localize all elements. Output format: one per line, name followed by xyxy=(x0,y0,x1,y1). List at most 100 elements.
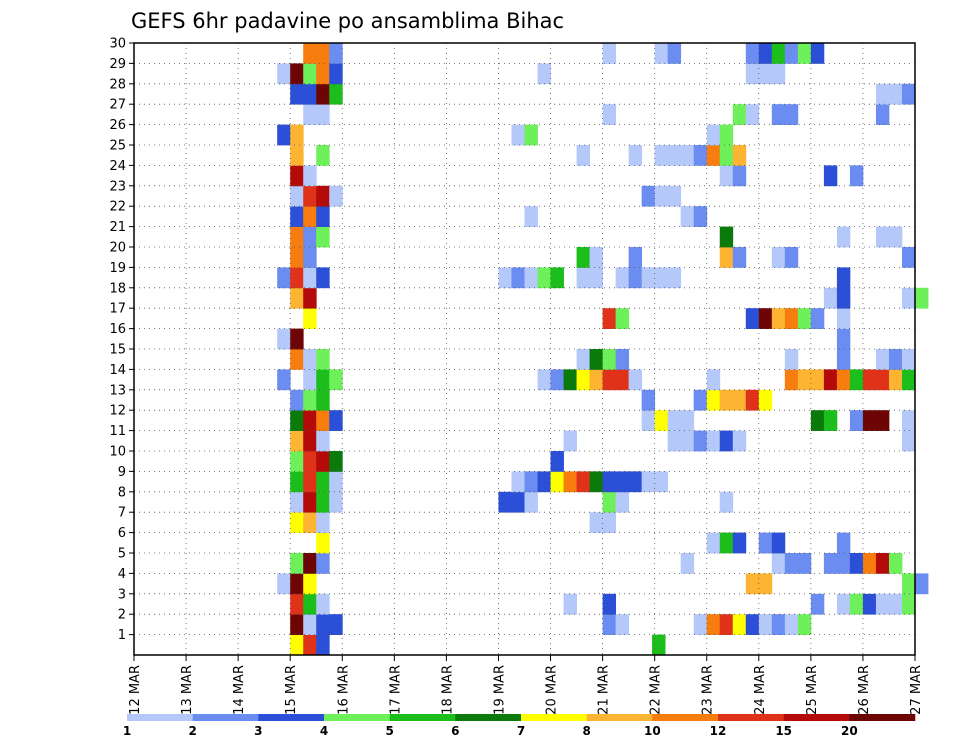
heatmap-cell xyxy=(719,165,734,187)
heatmap-cell xyxy=(875,226,890,248)
legend-swatch xyxy=(783,714,850,721)
heatmap-cell xyxy=(329,43,343,64)
heatmap-cell xyxy=(784,43,799,64)
heatmap-cell xyxy=(329,614,343,635)
heatmap-cell xyxy=(290,247,304,268)
heatmap-cell xyxy=(290,63,304,85)
heatmap-cell xyxy=(511,471,525,493)
heatmap-cell xyxy=(849,410,864,431)
heatmap-cell xyxy=(303,593,317,615)
heatmap-cell xyxy=(290,553,304,574)
heatmap-cell xyxy=(602,369,617,391)
heatmap-cells xyxy=(277,43,929,656)
heatmap-cell xyxy=(602,104,617,125)
heatmap-cell xyxy=(810,369,825,391)
y-tick-label: 22 xyxy=(109,200,126,215)
heatmap-cell xyxy=(732,104,747,125)
heatmap-cell xyxy=(641,389,656,411)
heatmap-cell xyxy=(615,491,630,513)
heatmap-cell xyxy=(719,247,734,268)
heatmap-cell xyxy=(303,410,317,431)
heatmap-cell xyxy=(797,614,812,635)
heatmap-cell xyxy=(277,573,291,595)
heatmap-cell xyxy=(303,63,317,85)
y-tick-label: 11 xyxy=(109,424,126,439)
heatmap-cell xyxy=(290,573,304,595)
legend-swatch xyxy=(324,714,390,721)
heatmap-cell xyxy=(303,104,317,125)
heatmap-cell xyxy=(602,512,617,533)
legend-swatch xyxy=(652,714,719,721)
heatmap-cell xyxy=(849,369,864,391)
heatmap-cell xyxy=(823,369,838,391)
heatmap-cell xyxy=(875,369,890,391)
heatmap-cell xyxy=(316,593,330,615)
heatmap-cell xyxy=(537,267,551,289)
y-tick-label: 29 xyxy=(109,57,126,72)
heatmap-cell xyxy=(316,389,330,411)
heatmap-cell xyxy=(706,430,721,452)
color-legend: 1 2 3 4 5 6 7 8 10 12 15 20 xyxy=(123,714,916,738)
heatmap-cell xyxy=(719,124,734,146)
heatmap-cell xyxy=(745,573,760,595)
y-tick-label: 4 xyxy=(118,567,126,582)
heatmap-cell xyxy=(836,226,851,248)
heatmap-cell xyxy=(602,614,617,635)
heatmap-cell xyxy=(602,43,617,64)
heatmap-cell xyxy=(654,410,669,431)
legend-swatch xyxy=(258,714,325,721)
heatmap-cell xyxy=(316,185,330,207)
heatmap-cell xyxy=(303,83,317,105)
heatmap-cell xyxy=(303,308,317,329)
heatmap-cell xyxy=(745,104,760,125)
heatmap-cell xyxy=(277,369,291,391)
heatmap-cell xyxy=(290,349,304,370)
heatmap-cell xyxy=(758,389,773,411)
heatmap-cell xyxy=(875,410,890,431)
heatmap-cell xyxy=(316,267,330,289)
heatmap-cell xyxy=(719,226,734,248)
y-tick-label: 3 xyxy=(118,587,126,602)
x-tick-label: 20 MAR xyxy=(545,665,560,715)
heatmap-cell xyxy=(511,124,525,146)
legend-swatch xyxy=(389,714,456,721)
heatmap-cell xyxy=(290,185,304,207)
legend-swatch xyxy=(127,714,193,721)
heatmap-cell xyxy=(758,532,773,554)
heatmap-cell xyxy=(290,451,304,472)
heatmap-cell xyxy=(303,349,317,370)
heatmap-cell xyxy=(589,512,603,533)
heatmap-cell xyxy=(823,553,838,574)
heatmap-cell xyxy=(303,553,317,574)
heatmap-cell xyxy=(303,226,317,248)
heatmap-cell xyxy=(316,410,330,431)
heatmap-cell xyxy=(719,145,734,166)
y-tick-label: 10 xyxy=(109,445,126,460)
heatmap-cell xyxy=(524,124,538,146)
heatmap-cell xyxy=(303,247,317,268)
legend-label: 8 xyxy=(582,724,590,738)
heatmap-cell xyxy=(303,267,317,289)
heatmap-cell xyxy=(654,145,669,166)
y-tick-label: 21 xyxy=(109,220,126,235)
heatmap-cell xyxy=(602,308,617,329)
heatmap-cell xyxy=(316,206,330,227)
heatmap-cell xyxy=(758,573,773,595)
heatmap-cell xyxy=(719,430,734,452)
heatmap-cell xyxy=(732,532,747,554)
legend-swatch xyxy=(586,714,653,721)
heatmap-cell xyxy=(862,553,877,574)
legend-label: 7 xyxy=(517,724,525,738)
y-tick-label: 26 xyxy=(109,118,126,133)
heatmap-cell xyxy=(524,206,538,227)
y-tick-label: 16 xyxy=(109,322,126,337)
heatmap-cell xyxy=(836,593,851,615)
x-tick-label: 21 MAR xyxy=(597,665,612,715)
x-tick-label: 16 MAR xyxy=(336,665,351,715)
heatmap-cell xyxy=(524,491,538,513)
heatmap-cell xyxy=(316,614,330,635)
heatmap-cell xyxy=(667,430,682,452)
heatmap-cell xyxy=(888,349,903,370)
grid-lines xyxy=(134,43,915,655)
heatmap-cell xyxy=(615,614,630,635)
